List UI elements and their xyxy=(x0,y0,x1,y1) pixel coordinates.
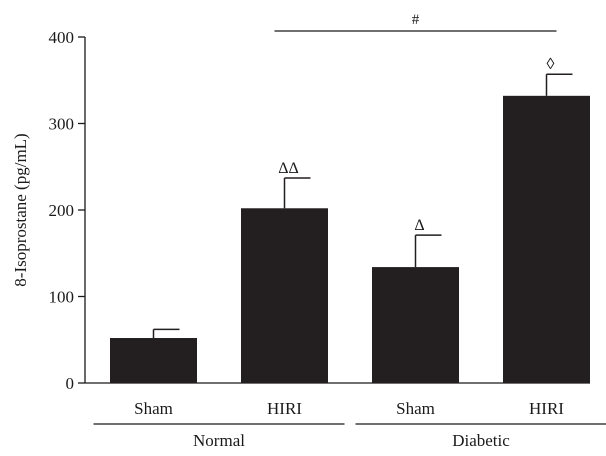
y-tick-label: 400 xyxy=(49,28,75,47)
group-label: Normal xyxy=(193,431,245,450)
x-category-label: HIRI xyxy=(267,399,302,418)
x-category-label: Sham xyxy=(134,399,173,418)
x-category-label: Sham xyxy=(396,399,435,418)
comparison-mark: # xyxy=(412,12,420,28)
bar xyxy=(503,95,590,383)
significance-mark: ΔΔ xyxy=(278,160,299,177)
y-tick-label: 0 xyxy=(66,374,75,393)
y-tick-label: 300 xyxy=(49,115,75,134)
x-category-label: HIRI xyxy=(529,399,564,418)
significance-mark: ◊ xyxy=(547,56,555,73)
significance-mark: Δ xyxy=(414,217,424,234)
axes: 0 100 200 300 400 Sham HIRI Sham HIRI Normal Diabe… xyxy=(49,28,606,450)
bar xyxy=(241,208,328,383)
group-label: Diabetic xyxy=(452,431,510,450)
bar xyxy=(372,267,459,383)
y-axis-label: 8-Isoprostane (pg/mL) xyxy=(11,133,30,286)
bars xyxy=(110,73,590,383)
annotations: ΔΔΔ◊# xyxy=(274,12,557,234)
y-tick-label: 100 xyxy=(49,288,75,307)
y-tick-label: 200 xyxy=(49,201,75,220)
bar xyxy=(110,338,197,383)
